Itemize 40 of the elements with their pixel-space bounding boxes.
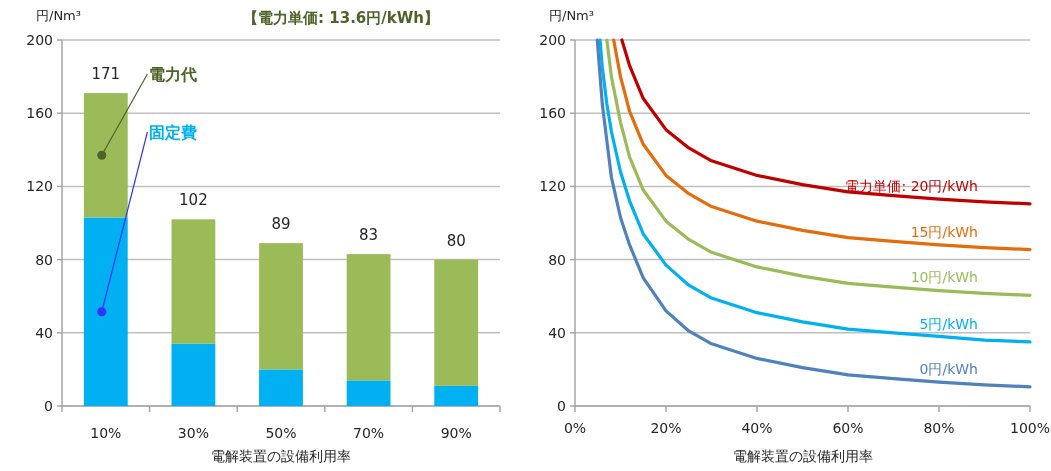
y-axis-title: 円/Nm³ bbox=[549, 8, 594, 23]
x-tick-label: 30% bbox=[177, 425, 209, 441]
x-axis-title: 電解装置の設備利用率 bbox=[732, 448, 873, 464]
y-tick-label: 40 bbox=[35, 324, 53, 341]
y-tick-label: 200 bbox=[26, 32, 53, 48]
total-label: 80 bbox=[446, 231, 466, 250]
series-label: 電力代 bbox=[149, 65, 198, 84]
series-label: 電力単価: 20円/kWh bbox=[845, 177, 978, 194]
y-tick-label: 40 bbox=[548, 324, 566, 341]
y-tick-label: 120 bbox=[539, 178, 566, 195]
x-tick-label: 80% bbox=[923, 420, 955, 436]
total-label: 171 bbox=[91, 65, 121, 84]
series-label: 0円/kWh bbox=[919, 360, 978, 377]
total-label: 83 bbox=[359, 226, 379, 245]
text: 固定費 bbox=[149, 123, 198, 142]
series-label: 10円/kWh bbox=[910, 269, 978, 286]
y-tick-label: 160 bbox=[539, 105, 566, 122]
y-axis-title: 円/Nm³ bbox=[36, 8, 81, 23]
y-tick-label: 0 bbox=[557, 398, 566, 414]
y-tick-label: 120 bbox=[26, 178, 53, 195]
x-tick-label: 40% bbox=[741, 420, 773, 436]
x-tick-label: 100% bbox=[1009, 420, 1051, 436]
y-tick-label: 160 bbox=[26, 105, 53, 122]
x-tick-label: 60% bbox=[832, 420, 864, 436]
y-tick-label: 80 bbox=[35, 251, 53, 268]
total-label: 102 bbox=[179, 191, 208, 210]
x-tick-label: 20% bbox=[650, 420, 682, 436]
chart-title: 【電力単価: 13.6円/kWh】 bbox=[243, 9, 439, 27]
y-tick-label: 200 bbox=[539, 32, 566, 48]
total-label: 89 bbox=[271, 215, 291, 234]
series-label: 15円/kWh bbox=[910, 223, 978, 240]
y-tick-label: 0 bbox=[44, 398, 53, 414]
y-tick-label: 80 bbox=[548, 251, 566, 268]
x-axis-title: 電解装置の設備利用率 bbox=[211, 448, 351, 464]
x-tick-label: 50% bbox=[265, 425, 297, 441]
x-tick-label: 70% bbox=[353, 425, 385, 441]
x-tick-label: 90% bbox=[440, 425, 472, 441]
series-label: 5円/kWh bbox=[919, 315, 978, 332]
x-tick-label: 10% bbox=[90, 425, 122, 441]
x-tick-label: 0% bbox=[563, 420, 587, 436]
